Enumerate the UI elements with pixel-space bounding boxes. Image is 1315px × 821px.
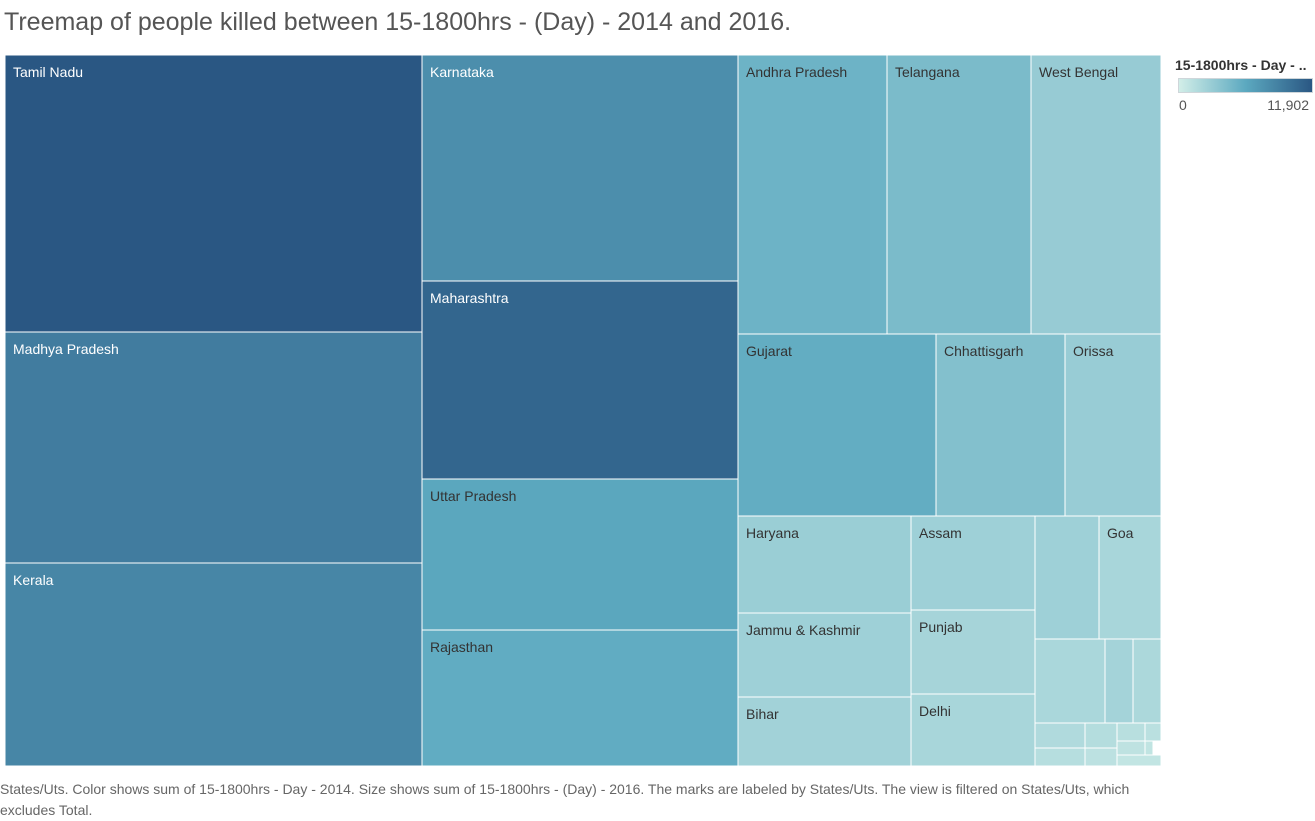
treemap-label-delhi: Delhi [919, 703, 951, 719]
legend-max-label: 11,902 [1267, 97, 1309, 113]
treemap-cell-rajasthan[interactable] [421, 629, 739, 767]
treemap-cell-uttar-pradesh[interactable] [421, 478, 739, 631]
treemap-cell-gujarat[interactable] [737, 333, 937, 517]
treemap-label-haryana: Haryana [746, 525, 799, 541]
treemap-cell-unlabeled-31[interactable] [1144, 740, 1154, 756]
treemap-cell-tamil-nadu[interactable] [4, 54, 423, 333]
treemap-cell-unlabeled-26[interactable] [1116, 722, 1146, 742]
treemap-cell-unlabeled-23[interactable] [1132, 638, 1162, 724]
treemap-cell-unlabeled-27[interactable] [1144, 722, 1162, 742]
treemap-cell-unlabeled-24[interactable] [1034, 722, 1086, 749]
treemap-cell-telangana[interactable] [886, 54, 1032, 335]
treemap-label-uttar-pradesh: Uttar Pradesh [430, 488, 516, 504]
treemap-label-bihar: Bihar [746, 706, 779, 722]
treemap-label-madhya-pradesh: Madhya Pradesh [13, 341, 119, 357]
treemap-label-orissa: Orissa [1073, 343, 1114, 359]
treemap-label-rajasthan: Rajasthan [430, 639, 493, 655]
treemap-label-gujarat: Gujarat [746, 343, 792, 359]
treemap-label-goa: Goa [1107, 525, 1134, 541]
treemap-cell-maharashtra[interactable] [421, 280, 739, 480]
treemap-cell-assam[interactable] [910, 515, 1036, 611]
treemap-cell-unlabeled-28[interactable] [1034, 747, 1086, 767]
treemap-cell-delhi[interactable] [910, 693, 1036, 767]
chart-title: Treemap of people killed between 15-1800… [4, 8, 792, 36]
treemap-cell-chhattisgarh[interactable] [935, 333, 1066, 517]
treemap-cell-west-bengal[interactable] [1030, 54, 1162, 335]
treemap-label-kerala: Kerala [13, 572, 54, 588]
treemap-label-jammu-kashmir: Jammu & Kashmir [746, 622, 861, 638]
treemap-cell-unlabeled-22[interactable] [1104, 638, 1134, 724]
treemap-cell-unlabeled-32[interactable] [1116, 754, 1162, 767]
treemap-cell-unlabeled-20[interactable] [1034, 515, 1100, 640]
treemap-cell-bihar[interactable] [737, 696, 912, 767]
treemap-label-maharashtra: Maharashtra [430, 290, 509, 306]
treemap-label-karnataka: Karnataka [430, 64, 494, 80]
treemap-cell-madhya-pradesh[interactable] [4, 331, 423, 564]
treemap-cell-karnataka[interactable] [421, 54, 739, 282]
treemap-cell-andhra-pradesh[interactable] [737, 54, 888, 335]
chart-footnote: States/Uts. Color shows sum of 15-1800hr… [0, 781, 1130, 818]
treemap-chart: Tamil Nadu Madhya Pradesh Kerala Karnataka M… [4, 54, 1162, 767]
treemap-cell-unlabeled-29[interactable] [1084, 747, 1118, 767]
legend-title: 15-1800hrs - Day - .. [1175, 57, 1307, 73]
treemap-label-punjab: Punjab [919, 619, 963, 635]
treemap-cell-kerala[interactable] [4, 562, 423, 767]
treemap-cell-punjab[interactable] [910, 609, 1036, 695]
treemap-label-chhattisgarh: Chhattisgarh [944, 343, 1023, 359]
treemap-cell-unlabeled-21[interactable] [1034, 638, 1106, 724]
treemap-cell-haryana[interactable] [737, 515, 912, 614]
treemap-label-tamil-nadu: Tamil Nadu [13, 64, 83, 80]
treemap-cell-unlabeled-30[interactable] [1116, 740, 1146, 756]
treemap-cell-orissa[interactable] [1064, 333, 1162, 517]
treemap-cell-unlabeled-25[interactable] [1084, 722, 1118, 749]
legend-color-scale [1178, 78, 1313, 93]
treemap-label-assam: Assam [919, 525, 962, 541]
treemap-label-andhra-pradesh: Andhra Pradesh [746, 64, 847, 80]
treemap-label-west-bengal: West Bengal [1039, 64, 1118, 80]
treemap-label-telangana: Telangana [895, 64, 960, 80]
legend-min-label: 0 [1179, 97, 1187, 113]
